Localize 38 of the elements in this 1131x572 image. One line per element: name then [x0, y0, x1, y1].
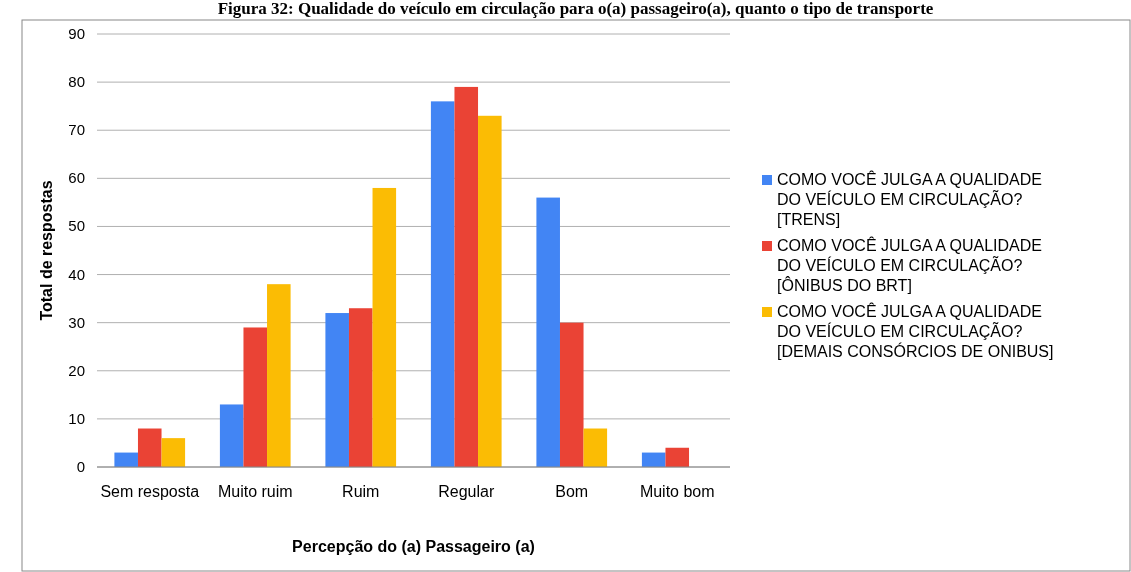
bar	[536, 197, 560, 467]
x-tick-label: Muito ruim	[217, 483, 293, 500]
bar	[372, 187, 397, 467]
x-tick-label: Muito bom	[639, 483, 715, 500]
y-tick-label: 80	[68, 73, 85, 91]
bar	[559, 322, 584, 467]
x-tick-label: Sem resposta	[100, 483, 200, 500]
y-tick-label: 90	[68, 25, 85, 42]
bar	[454, 86, 479, 467]
x-tick-label: Ruim	[342, 483, 380, 500]
y-tick-label: 30	[68, 313, 85, 331]
x-tick-label: Bom	[555, 483, 589, 500]
legend-label: COMO VOCÊ JULGA A QUALIDADE DO VEÍCULO EM CIRCULAÇÃO? [DEMAIS CONSÓRCIOS DE ONIBUS]	[777, 302, 1054, 360]
bar	[114, 452, 138, 467]
bar	[219, 404, 244, 467]
y-tick-label: 10	[68, 409, 85, 427]
legend-label: COMO VOCÊ JULGA A QUALIDADE DO VEÍCULO EM CIRCULAÇÃO? [TRENS]	[777, 170, 1042, 228]
y-tick-label: 20	[68, 361, 85, 379]
bar	[161, 438, 186, 467]
legend-label: COMO VOCÊ JULGA A QUALIDADE DO VEÍCULO EM CIRCULAÇÃO? [ÔNIBUS DO BRT]	[777, 236, 1042, 294]
y-tick-label: 50	[68, 217, 85, 235]
y-tick-label: 40	[68, 265, 85, 283]
chart-title: Figura 32: Qualidade do veículo em circulação para o(a) passageiro(a), quanto o tipo de transporte	[217, 0, 934, 18]
y-tick-label: 0	[76, 458, 85, 475]
bar	[478, 115, 502, 467]
x-tick-label: Regular	[438, 483, 495, 500]
bar	[325, 313, 349, 467]
bar	[665, 447, 690, 467]
y-tick-label: 60	[68, 169, 85, 187]
bar	[243, 327, 268, 467]
x-axis-title: Percepção do (a) Passageiro (a)	[292, 538, 535, 555]
bar	[583, 428, 608, 467]
bar	[137, 428, 162, 467]
y-tick-label: 70	[68, 121, 85, 139]
bar	[348, 308, 373, 467]
y-axis-title: Total de respostas	[38, 180, 55, 321]
bar	[267, 284, 291, 467]
bar	[430, 101, 455, 467]
